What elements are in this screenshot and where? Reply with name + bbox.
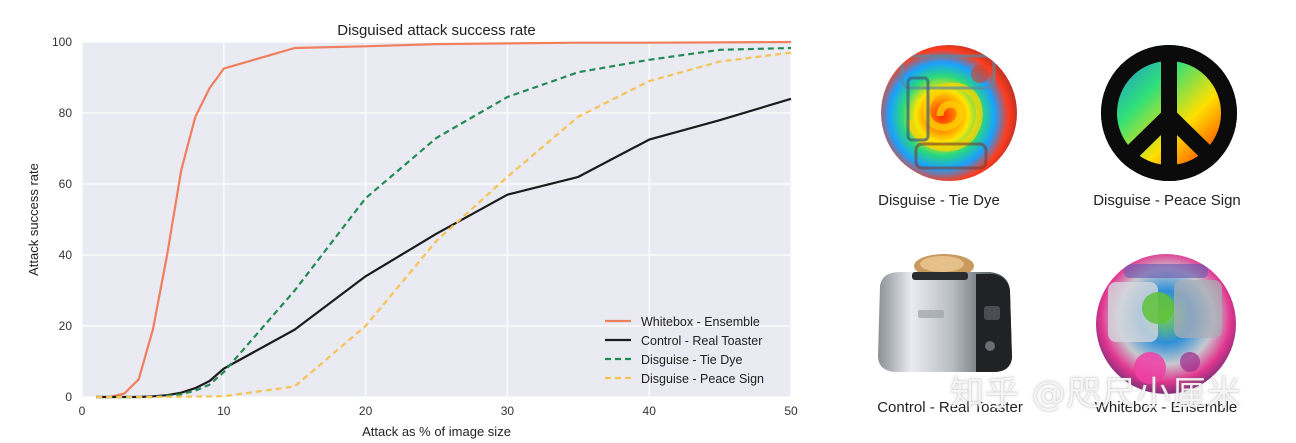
y-axis-label: Attack success rate	[26, 163, 41, 276]
legend-label: Control - Real Toaster	[641, 334, 762, 348]
y-tick-label: 0	[65, 390, 72, 404]
x-axis-label: Attack as % of image size	[362, 424, 511, 439]
patch-label: Disguise - Tie Dye	[878, 192, 1000, 209]
toaster-photo	[878, 254, 1012, 372]
patch-label: Disguise - Peace Sign	[1093, 192, 1241, 209]
plot-area	[82, 42, 791, 397]
series-line-3	[96, 51, 792, 399]
x-tick-label: 40	[643, 404, 657, 418]
x-tick-label: 30	[501, 404, 515, 418]
y-tick-label: 20	[59, 319, 73, 333]
x-tick-label: 10	[217, 404, 231, 418]
y-tick-label: 40	[59, 248, 73, 262]
legend-label: Whitebox - Ensemble	[641, 315, 760, 329]
y-tick-label: 80	[59, 106, 73, 120]
legend-label: Disguise - Tie Dye	[641, 353, 742, 367]
y-tick-label: 60	[59, 177, 73, 191]
line-chart: 0 10 20 30 40 50 0 20 40 60 80 100 Disguised attack …	[26, 22, 798, 439]
x-tick-label: 50	[784, 404, 798, 418]
x-tick-label: 0	[79, 404, 86, 418]
whitebox-patch-image	[1096, 254, 1236, 394]
patch-label: Whitebox - Ensemble	[1094, 399, 1238, 416]
peace-sign-patch-image	[1101, 45, 1237, 181]
legend-label: Disguise - Peace Sign	[641, 372, 764, 386]
chart-title: Disguised attack success rate	[337, 22, 535, 39]
y-tick-label: 100	[52, 35, 72, 49]
series-line-0	[96, 40, 792, 399]
watermark-text: 知乎 @咫尺小厘米	[950, 374, 1242, 414]
patch-label: Control - Real Toaster	[877, 399, 1023, 416]
tie-dye-patch-image	[881, 45, 1017, 181]
x-tick-label: 20	[359, 404, 373, 418]
